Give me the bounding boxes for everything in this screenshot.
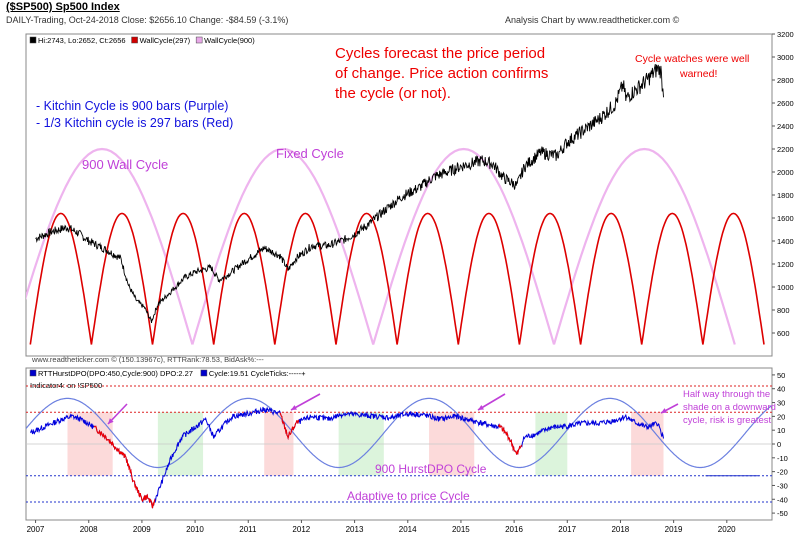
- lower-legend-swatch: [29, 369, 37, 377]
- risk-annotation: shade on a downward: [683, 402, 776, 413]
- x-tick-label: 2019: [665, 525, 683, 534]
- wall-cycle-900-line: [26, 147, 736, 345]
- watermark-text: www.readtheticker.com © (150.13967c), RT…: [31, 355, 264, 364]
- lower-y-tick-label: -10: [777, 454, 788, 463]
- forecast-annotation: the cycle (or not).: [335, 85, 451, 102]
- x-tick-label: 2010: [186, 525, 204, 534]
- upper-plot-area: [26, 64, 765, 345]
- upper-y-tick-label: 1200: [777, 260, 794, 269]
- x-tick-label: 2020: [718, 525, 736, 534]
- upper-panel-frame: [25, 33, 773, 357]
- x-tick-label: 2007: [27, 525, 45, 534]
- upper-y-tick-label: 3200: [777, 30, 794, 39]
- lower-y-tick-label: -30: [777, 481, 788, 490]
- x-tick-label: 2011: [239, 525, 257, 534]
- adaptive-cycle-label: Adaptive to price Cycle: [347, 489, 470, 503]
- upper-y-tick-label: 3000: [777, 53, 794, 62]
- forecast-annotation: Cycles forecast the price period: [335, 45, 545, 62]
- annotation-arrowhead: [661, 408, 667, 413]
- fixed-cycle-label: Fixed Cycle: [276, 146, 344, 161]
- x-tick-label: 2018: [611, 525, 629, 534]
- x-tick-label: 2008: [80, 525, 98, 534]
- hurst-cycle-label: 900 HurstDPO Cycle: [375, 462, 487, 476]
- lower-y-tick-label: -40: [777, 495, 788, 504]
- lower-y-tick-label: 0: [777, 440, 781, 449]
- lower-y-tick-label: 10: [777, 426, 785, 435]
- x-tick-label: 2015: [452, 525, 470, 534]
- wall-cycle-label: 900 Wall Cycle: [82, 157, 168, 172]
- x-tick-label: 2013: [346, 525, 364, 534]
- lower-y-tick-label: 30: [777, 399, 785, 408]
- annotation-arrowhead: [108, 418, 114, 424]
- lower-plot-area: [26, 385, 772, 509]
- annotation-arrow: [290, 393, 321, 411]
- x-tick-label: 2009: [133, 525, 151, 534]
- annotation-arrowhead: [291, 405, 297, 410]
- upper-y-tick-label: 1400: [777, 237, 794, 246]
- upper-y-tick-label: 2400: [777, 122, 794, 131]
- lower-y-tick-label: -20: [777, 468, 788, 477]
- upper-y-tick-label: 2600: [777, 99, 794, 108]
- upper-legend-swatch: [131, 36, 138, 44]
- dpo-decline-line: [93, 412, 523, 509]
- kitchin-annotation: - 1/3 Kitchin cycle is 297 bars (Red): [36, 116, 233, 130]
- forecast-annotation: of change. Price action confirms: [335, 65, 548, 82]
- upper-legend-swatch: [29, 36, 37, 44]
- lower-legend-label: RTTHurstDPO(DPO:450,Cycle:900) DPO:2.27: [38, 369, 193, 378]
- lower-y-tick-label: 40: [777, 385, 785, 394]
- upper-legend-label: WallCycle(900): [204, 36, 255, 45]
- wall-cycle-297-line: [29, 212, 765, 345]
- upper-legend-label: Hi:2743, Lo:2652, Ct:2656: [38, 36, 126, 45]
- upper-y-tick-label: 2000: [777, 168, 794, 177]
- chart-header: ($SP500) Sp500 Index DAILY-Trading, Oct-…: [0, 0, 800, 32]
- annotation-arrowhead: [478, 405, 484, 410]
- lower-y-tick-label: 20: [777, 412, 785, 421]
- lower-y-tick-label: 50: [777, 371, 785, 380]
- risk-annotation: cycle, risk is greatest: [683, 415, 772, 426]
- upper-y-tick-label: 1600: [777, 214, 794, 223]
- chart-subtitle: DAILY-Trading, Oct-24-2018 Close: $2656.…: [6, 15, 289, 25]
- lower-legend-swatch: [200, 369, 208, 377]
- upper-y-tick-label: 600: [777, 329, 790, 338]
- upper-y-tick-label: 2800: [777, 76, 794, 85]
- price-series-line: [35, 64, 664, 323]
- upper-legend-swatch: [195, 36, 203, 44]
- x-tick-label: 2016: [505, 525, 523, 534]
- risk-annotation: Half way through the: [683, 389, 770, 400]
- kitchin-annotation: - Kitchin Cycle is 900 bars (Purple): [36, 99, 228, 113]
- upper-y-tick-label: 2200: [777, 145, 794, 154]
- upper-legend-label: WallCycle(297): [140, 36, 191, 45]
- warned-annotation: Cycle watches were well: [635, 53, 749, 65]
- lower-y-tick-label: -50: [777, 509, 788, 518]
- x-tick-label: 2017: [558, 525, 576, 534]
- chart-title: ($SP500) Sp500 Index: [6, 1, 120, 13]
- lower-legend-label: Cycle:19.51 CycleTicks:-----+: [209, 369, 306, 378]
- warned-annotation: warned!: [679, 68, 717, 80]
- upper-y-tick-label: 800: [777, 306, 790, 315]
- upper-y-tick-label: 1800: [777, 191, 794, 200]
- x-tick-label: 2012: [292, 525, 310, 534]
- chart-source: Analysis Chart by www.readtheticker.com …: [505, 15, 680, 25]
- x-tick-label: 2014: [399, 525, 417, 534]
- upper-y-tick-label: 1000: [777, 283, 794, 292]
